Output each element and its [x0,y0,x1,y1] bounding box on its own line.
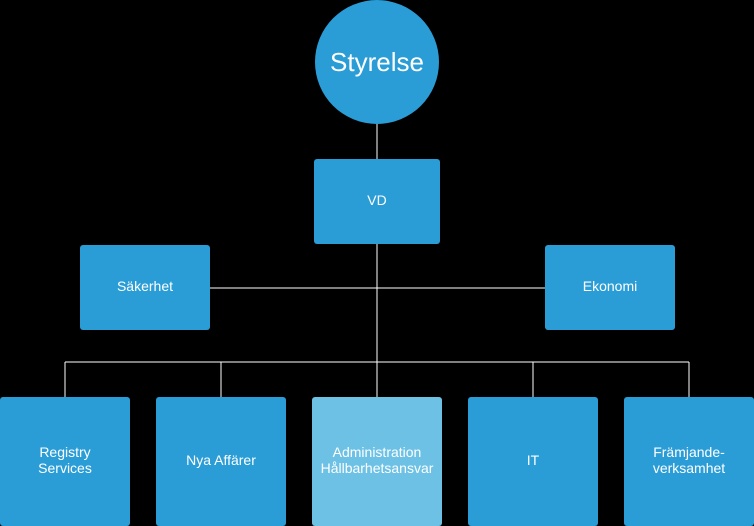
node-admin-label-1: Administration [333,444,422,460]
node-framjande: Främjande- verksamhet [624,397,754,526]
node-styrelse: Styrelse [315,0,439,124]
node-registry-label-2: Services [38,460,92,476]
node-sakerhet: Säkerhet [80,245,210,330]
node-vd-label: VD [367,192,386,208]
node-it: IT [468,397,598,526]
node-registry-label-1: Registry [39,444,90,460]
node-ekonomi-label: Ekonomi [583,278,637,294]
node-sakerhet-label: Säkerhet [117,278,173,294]
node-styrelse-label: Styrelse [330,47,424,77]
node-it-label: IT [527,452,540,468]
node-framjande-label-1: Främjande- [653,444,725,460]
node-admin-label-2: Hållbarhetsansvar [321,460,434,476]
node-administration: Administration Hållbarhetsansvar [312,397,442,526]
node-vd: VD [314,159,440,244]
node-registry-services: Registry Services [0,397,130,526]
node-nya-affarer: Nya Affärer [156,397,286,526]
node-nya-label: Nya Affärer [186,452,256,468]
node-framjande-label-2: verksamhet [653,460,725,476]
node-ekonomi: Ekonomi [545,245,675,330]
